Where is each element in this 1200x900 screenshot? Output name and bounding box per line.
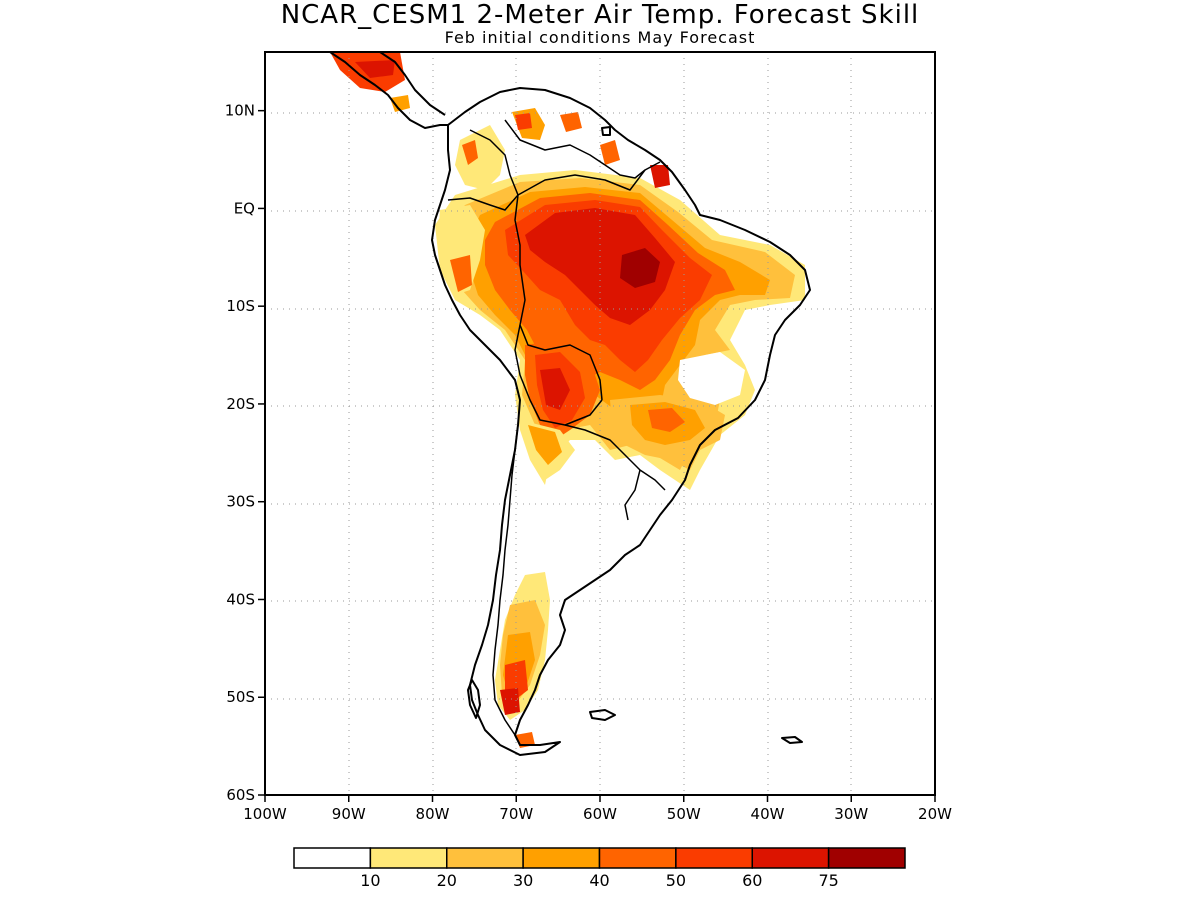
peru-brazil-border <box>514 194 603 401</box>
lon-tick-label: 50W <box>667 805 701 823</box>
lon-tick-label: 30W <box>834 805 868 823</box>
colorbar-swatch <box>827 847 906 869</box>
colorbar-label: 50 <box>666 871 686 890</box>
lat-tick-label: 10S <box>226 297 255 315</box>
falkland-islands <box>589 709 616 721</box>
skill-region-colombia-40 <box>462 140 478 165</box>
colorbar-label: 30 <box>513 871 533 890</box>
map-subtitle: Feb initial conditions May Forecast <box>444 28 756 47</box>
venezuela-border <box>504 119 606 166</box>
lon-tick-label: 70W <box>499 805 533 823</box>
skill-region-se-brazil-40 <box>648 408 685 432</box>
chile-argentina-border <box>492 424 519 736</box>
lat-tick-label: EQ <box>234 199 255 217</box>
paraguay-border <box>564 424 641 471</box>
trinidad <box>601 126 611 136</box>
colorbar-label: 75 <box>818 871 838 890</box>
longitude-axis: 100W 90W 80W 70W 60W 50W 40W 30W 20W <box>243 795 952 823</box>
country-borders <box>447 119 666 736</box>
skill-region-venezuela-50 <box>515 113 532 130</box>
skill-region-east-brazil-low <box>678 352 745 405</box>
skill-region-amazon-75 <box>620 248 660 288</box>
skill-region-patagonia-60 <box>500 688 520 715</box>
colorbar-label: 20 <box>437 871 457 890</box>
skill-region-central-america-60 <box>355 60 395 78</box>
uruguay-border <box>624 469 641 521</box>
skill-region-n-argentina-30 <box>528 425 562 465</box>
chiloe-archipelago <box>467 679 481 719</box>
skill-region-guyana-40 <box>600 140 620 165</box>
lat-tick-label: 10N <box>225 102 255 120</box>
lon-tick-label: 100W <box>243 805 287 823</box>
colorbar-label: 10 <box>360 871 380 890</box>
skill-region-peru-20 <box>438 205 485 295</box>
skill-shading <box>330 52 805 748</box>
latitude-axis: 10N EQ 10S 20S 30S 40S 50S 60S <box>225 102 265 804</box>
colorbar-swatch <box>446 847 524 869</box>
south-georgia <box>781 736 803 744</box>
colorbar-label: 60 <box>742 871 762 890</box>
lon-tick-label: 20W <box>918 805 952 823</box>
colorbar-swatch <box>369 847 448 869</box>
colorbar-swatch <box>293 847 372 869</box>
coastlines <box>329 52 811 756</box>
lat-tick-label: 30S <box>226 493 255 511</box>
colorbar: 10 20 30 40 50 60 75 <box>293 847 906 890</box>
lat-tick-label: 20S <box>226 395 255 413</box>
central-america-north-coast <box>379 52 446 116</box>
bolivia-border <box>514 324 603 426</box>
skill-region-amazon-60 <box>525 208 675 325</box>
lat-tick-label: 50S <box>226 688 255 706</box>
skill-region-peru-40 <box>450 255 472 292</box>
colombia-border <box>469 129 519 196</box>
skill-region-panama-30 <box>390 95 410 112</box>
map-title: NCAR_CESM1 2-Meter Air Temp. Forecast Sk… <box>280 0 920 30</box>
colorbar-swatch <box>522 847 601 869</box>
lat-tick-label: 40S <box>226 590 255 608</box>
skill-region-caribbean-40 <box>560 112 582 132</box>
south-america-coastline <box>431 87 811 756</box>
central-america-coastline <box>329 52 448 129</box>
lon-tick-label: 40W <box>751 805 785 823</box>
ecuador-border <box>447 194 519 211</box>
colorbar-swatch <box>751 847 830 869</box>
lon-tick-label: 80W <box>416 805 450 823</box>
lon-tick-label: 90W <box>332 805 366 823</box>
lat-tick-label: 60S <box>226 786 255 804</box>
guianas-border <box>604 164 646 179</box>
skill-region-colombia-20 <box>455 125 505 190</box>
skill-region-chaco-60 <box>540 368 570 410</box>
colorbar-swatch <box>675 847 753 869</box>
gridlines <box>265 52 935 795</box>
colorbar-label: 40 <box>589 871 609 890</box>
skill-region-guianas-60 <box>650 165 670 188</box>
argentina-brazil-border <box>639 469 666 491</box>
colorbar-swatch <box>598 847 677 869</box>
lon-tick-label: 60W <box>583 805 617 823</box>
